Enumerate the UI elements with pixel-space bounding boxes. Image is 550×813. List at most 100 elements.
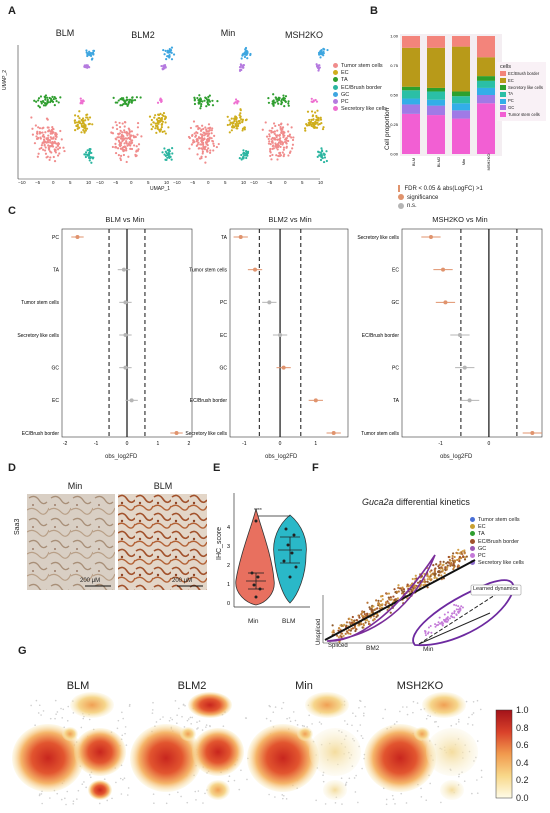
umap-point [315, 100, 319, 103]
prop-bar-segment [427, 99, 445, 106]
heat-bg-point [117, 719, 120, 722]
umap-point [161, 151, 164, 154]
umap-point [114, 151, 118, 155]
velocity-point [447, 611, 450, 614]
umap-point [291, 147, 294, 150]
umap-point [53, 160, 57, 163]
umap-point [276, 143, 280, 146]
heat-bg-point [265, 717, 268, 720]
heat-blob [130, 724, 202, 792]
umap-point [196, 139, 199, 142]
umap-point [306, 110, 310, 113]
velocity-point [358, 616, 361, 619]
umap-point [77, 115, 80, 118]
umap-point [207, 123, 211, 126]
umap-point [88, 116, 92, 119]
prop-bar-segment [452, 36, 470, 47]
forest-tick: 0 [126, 441, 129, 447]
umap-xtick: 0 [130, 180, 133, 185]
umap-point [120, 137, 123, 140]
heat-bg-point [288, 717, 291, 719]
velocity-point [350, 627, 353, 631]
umap-point [287, 154, 290, 157]
umap-point [237, 120, 241, 123]
umap-point [116, 136, 119, 139]
velocity-xlabel: Spliced [328, 643, 348, 649]
umap-point [54, 137, 57, 141]
prop-bar-segment [402, 90, 420, 99]
heat-bg-point [357, 801, 359, 804]
violin-min [235, 508, 275, 606]
umap-xtick: 10 [318, 180, 324, 185]
umap-point [81, 125, 84, 128]
velocity-point [366, 601, 369, 604]
heat-bg-point [399, 710, 401, 713]
umap-point [270, 158, 273, 161]
umap-point [121, 122, 124, 125]
umap-point [90, 161, 93, 164]
velocity-point [452, 568, 455, 571]
umap-point [290, 126, 293, 129]
velocity-point [459, 609, 462, 612]
umap-point [272, 122, 276, 125]
velocity-point [363, 615, 366, 618]
heat-bg-point [433, 721, 436, 723]
heat-bg-point [169, 717, 172, 719]
umap-point [311, 118, 315, 121]
umap-point [204, 97, 208, 100]
umap-point [273, 137, 276, 140]
umap-point [275, 146, 278, 149]
heat-bg-point [308, 714, 310, 717]
umap-point [40, 146, 43, 150]
velocity-point [452, 552, 455, 555]
heat-bg-point [35, 699, 38, 702]
umap-point [129, 142, 133, 145]
heat-title-blm: BLM [66, 680, 90, 692]
heat-bg-point [126, 794, 129, 796]
velocity-point [396, 591, 399, 594]
umap-point [215, 145, 218, 149]
umap-point [282, 136, 285, 139]
prop-bar-segment [427, 91, 445, 100]
umap-point [117, 99, 120, 102]
heat-bg-point [269, 705, 271, 708]
heat-bg-point [429, 782, 431, 785]
heat-bg-point [274, 796, 276, 798]
heat-bg-point [202, 802, 204, 804]
heat-bg-point [122, 717, 124, 720]
umap-point [164, 49, 167, 53]
heat-bg-point [402, 706, 404, 708]
umap-point [164, 116, 167, 119]
forest-legend-ns-row: n.s. [398, 202, 483, 211]
umap-point [50, 132, 54, 135]
velocity-legend-label: PC [478, 553, 486, 560]
velocity-ylabel: Unspliced [316, 618, 322, 645]
heat-bg-point [81, 783, 84, 785]
heat-bg-point [358, 706, 360, 709]
velocity-point [440, 621, 443, 624]
velocity-point [424, 634, 427, 637]
umap-point [211, 127, 214, 130]
umap-point [33, 99, 36, 102]
umap-point [192, 139, 195, 142]
umap-point [281, 97, 285, 100]
umap-point [150, 127, 153, 131]
umap-point [228, 123, 231, 126]
umap-point [125, 139, 128, 143]
forest-category-label: PC [220, 300, 227, 306]
umap-point [205, 105, 208, 108]
umap-point [31, 127, 34, 130]
forest-category-label: EC/Brush border [190, 398, 228, 404]
umap-point [287, 104, 290, 107]
heat-bg-point [282, 797, 284, 800]
heat-bg-point [111, 797, 113, 800]
velocity-point [453, 555, 456, 559]
velocity-point [410, 590, 414, 593]
heat-bg-point [72, 800, 75, 802]
umap-point [159, 129, 162, 132]
forest-point [123, 365, 128, 370]
umap-1 [110, 46, 176, 164]
umap-point [44, 140, 47, 144]
umap-point [308, 118, 311, 122]
umap-point [228, 119, 231, 122]
